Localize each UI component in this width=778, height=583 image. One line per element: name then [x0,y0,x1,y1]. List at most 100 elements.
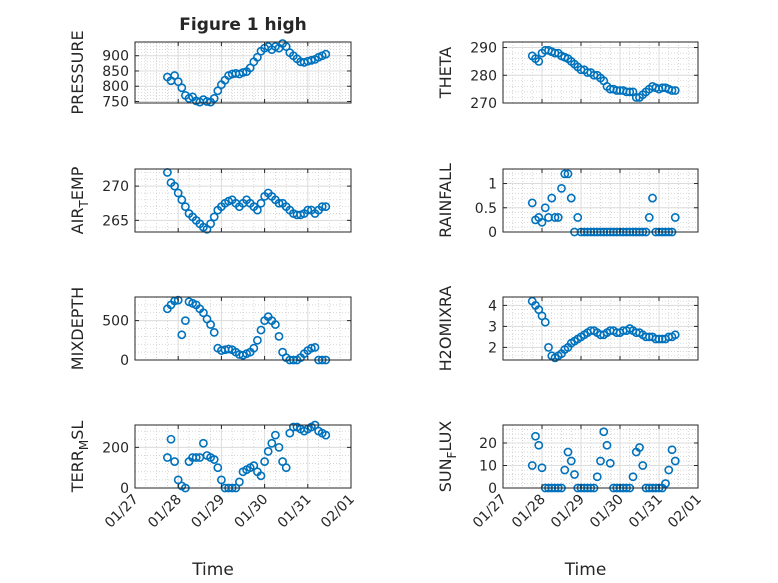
data-point [274,442,284,452]
data-point [563,447,573,457]
data-point [664,465,674,475]
data-point [560,169,570,179]
y-tick-label: 3 [488,319,497,335]
y-tick-label: 270 [102,179,129,195]
data-point [256,471,266,481]
y-tick-label: 0 [120,353,129,369]
data-point [570,470,579,479]
data-point [563,169,573,179]
data-point [162,453,172,462]
subplot-8: 0 10 20 01/27 01/28 01/29 01/30 01/31 02/01 SUNFL… [436,421,705,580]
y-tick-label: 850 [102,64,129,80]
data-point [534,440,544,450]
y-tick-label: 0.5 [475,201,497,217]
y-tick-label: 265 [102,213,129,229]
data-point [238,68,248,77]
subplot-2: 270 280 290 THETA [436,41,699,112]
data-point [170,181,179,191]
data-point [667,86,677,95]
data-point [527,461,537,470]
data-point [306,343,316,353]
axes-box [502,41,699,104]
data-point [670,330,680,340]
x-tick-label: 02/01 [318,492,358,532]
x-tick-label: 01/28 [145,492,185,532]
y-tick-label: 800 [102,79,129,95]
y-tick-label: 500 [102,314,129,330]
axes-box [502,296,699,361]
data-point [249,343,259,353]
data-point [209,328,219,337]
data-point [270,430,280,440]
subplot-7: 0 200 01/27 01/28 01/29 01/30 01/31 02/01 TERRMS… [68,420,358,580]
data-point [177,83,187,93]
data-point [553,213,563,222]
data-point [547,193,557,203]
data-point [599,427,609,437]
chart-title: Figure 1 high [179,15,307,35]
subplot-4: 0 0.5 1 RAINFALL [436,163,699,241]
y-axis-label: RAINFALL [436,163,455,238]
data-point [670,456,680,466]
y-tick-label: 0 [488,481,497,497]
data-point [170,457,179,466]
data-point [670,213,680,222]
y-tick-label: 1 [488,177,497,193]
y-tick-label: 10 [479,459,497,475]
series-markers [527,45,680,102]
y-tick-label: 290 [470,41,497,57]
x-tick-label: 01/31 [275,492,315,532]
axes-box [134,168,352,233]
data-point [560,465,570,475]
data-point [635,443,644,452]
data-point [661,479,670,488]
data-point [260,457,269,466]
series-markers [162,420,331,493]
data-point [321,202,331,212]
data-point [234,477,244,487]
data-point [303,205,313,215]
data-point [177,330,187,340]
axes-box [502,424,699,489]
data-point [213,463,223,473]
data-point [216,475,226,485]
data-point [625,87,635,97]
data-point [166,434,176,444]
data-point [281,463,291,473]
y-tick-label: 2 [488,340,497,356]
data-point [177,195,187,205]
data-point [173,188,183,198]
axes-box [134,424,352,489]
data-point [540,203,550,213]
data-point [667,445,677,455]
data-point [206,219,215,229]
y-axis-label: H2OMIXRA [436,286,455,372]
data-point [321,49,331,59]
data-point [592,472,602,482]
data-point [274,198,284,208]
x-tick-label: 01/29 [548,492,588,532]
y-tick-label: 280 [470,68,497,84]
data-point [566,456,576,466]
data-point [270,320,280,329]
x-tick-label: 01/30 [587,492,627,532]
data-point [224,344,233,354]
x-tick-label: 01/27 [470,492,510,532]
data-point [252,205,262,215]
series-markers [162,295,331,365]
x-tick-label: 01/27 [102,492,142,532]
data-point [550,213,560,222]
subplot-5: 0 500 MIXDEPTH [68,287,352,370]
y-axis-label: TERRMSL [68,421,91,494]
subplot-6: 2 3 4 H2OMIXRA [436,286,699,372]
data-point [209,94,219,103]
x-tick-label: 02/01 [665,492,705,532]
x-axis-label: Time [191,560,234,580]
data-point [544,342,553,352]
data-point [317,202,327,212]
data-point [274,331,284,341]
data-point [628,472,638,482]
axes-box [502,168,699,233]
